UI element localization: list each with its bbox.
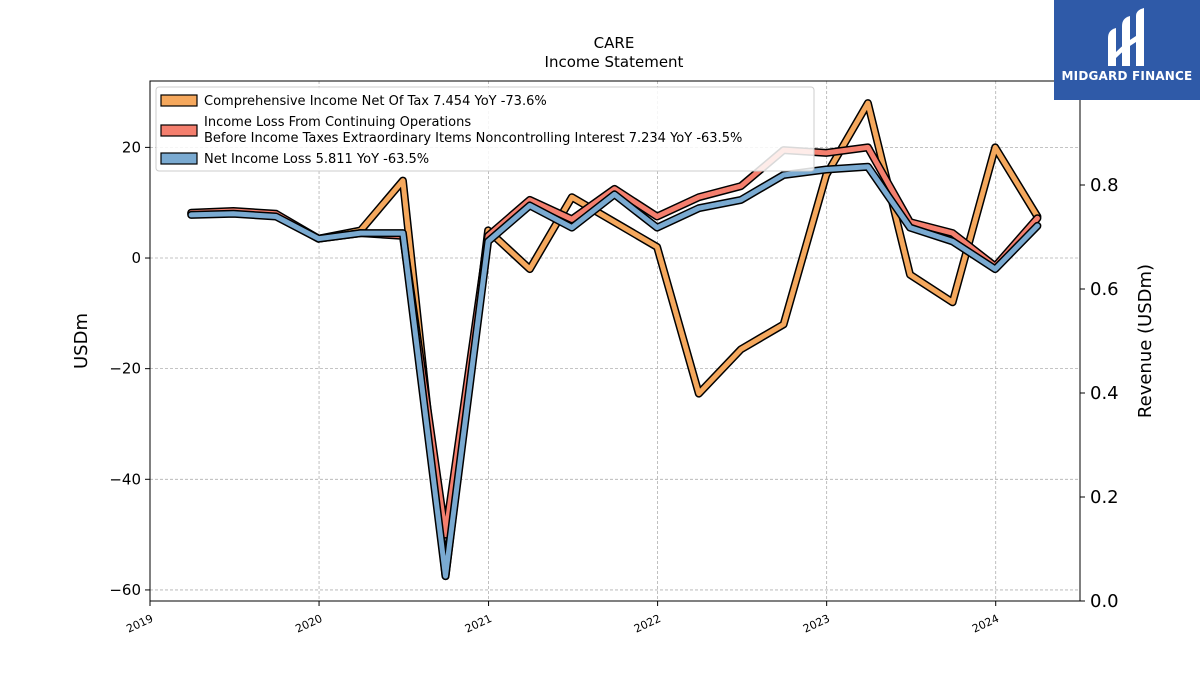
x-tick-label: 2024 — [970, 612, 1001, 636]
chart-title: CARE — [594, 34, 635, 52]
midgard-finance-logo: MIDGARD FINANCE — [1054, 0, 1200, 100]
y2-axis-label: Revenue (USDm) — [1135, 264, 1156, 418]
legend-swatch — [160, 152, 198, 165]
y2-tick-label: 0.8 — [1090, 175, 1119, 196]
y-axis-right: 0.0 0.2 0.4 0.6 0.8 — [1080, 175, 1119, 612]
series-lines — [187, 99, 1042, 581]
legend-swatch — [160, 94, 198, 107]
y-tick-label: 20 — [122, 138, 141, 156]
series-line — [188, 144, 1040, 538]
series-line-outline — [187, 99, 1042, 581]
x-axis: 2019 2020 2021 2022 2023 2024 — [124, 601, 1001, 636]
legend: Comprehensive Income Net Of Tax 7.454 Yo… — [155, 86, 815, 172]
series-line — [188, 100, 1040, 579]
plot-frame — [149, 80, 1081, 602]
x-tick-label: 2019 — [124, 612, 155, 636]
y2-tick-label: 0.2 — [1090, 487, 1119, 508]
legend-label: Comprehensive Income Net Of Tax 7.454 Yo… — [204, 94, 547, 109]
y-axis-label: USDm — [71, 313, 92, 369]
x-tick-label: 2023 — [801, 612, 832, 636]
y-tick-label: −20 — [109, 360, 141, 378]
legend-box — [155, 86, 815, 172]
y2-tick-label: 0.4 — [1090, 383, 1119, 404]
y-axis-left: 20 0 −20 −40 −60 — [109, 138, 150, 599]
x-tick-label: 2021 — [463, 612, 494, 636]
y2-tick-label: 0.0 — [1090, 591, 1119, 612]
y-tick-label: −40 — [109, 470, 141, 488]
legend-swatch — [160, 124, 198, 137]
y-tick-label: 0 — [131, 249, 141, 267]
brand-name: MIDGARD FINANCE — [1061, 69, 1193, 83]
x-tick-label: 2022 — [632, 612, 663, 636]
x-tick-label: 2020 — [293, 612, 324, 636]
logo-mark-icon — [1108, 8, 1144, 66]
legend-label: Income Loss From Continuing Operations B… — [204, 115, 742, 146]
legend-label: Net Income Loss 5.811 YoY -63.5% — [204, 152, 429, 167]
series-line-outline — [187, 143, 1042, 539]
y-tick-label: −60 — [109, 581, 141, 599]
y2-tick-label: 0.6 — [1090, 279, 1119, 300]
chart-subtitle: Income Statement — [545, 53, 684, 71]
series-line — [188, 164, 1040, 579]
